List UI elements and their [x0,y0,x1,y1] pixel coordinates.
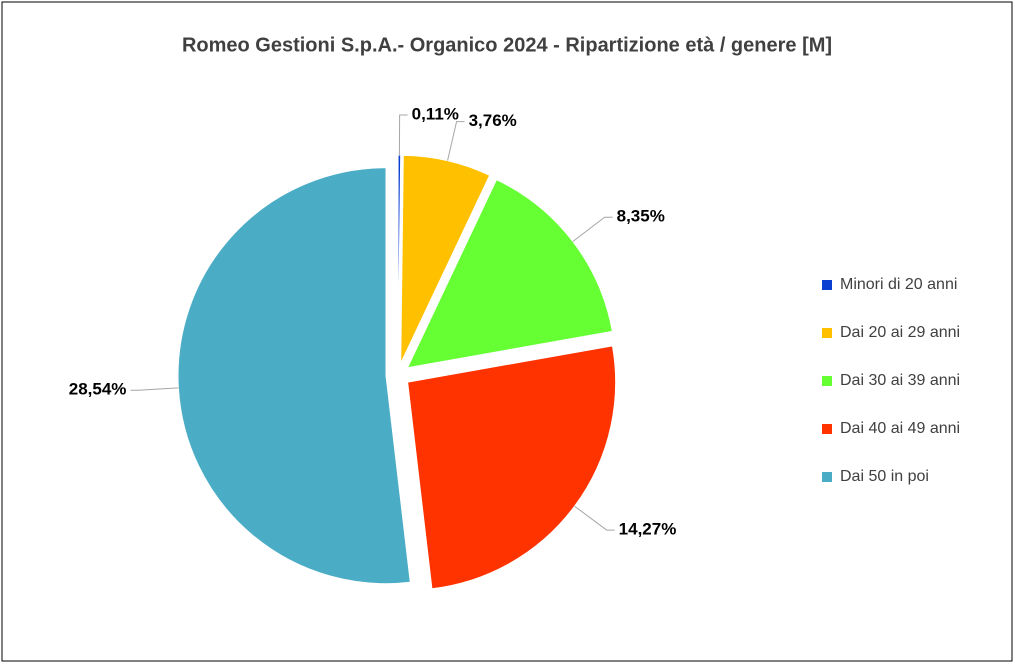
chart-title: Romeo Gestioni S.p.A.- Organico 2024 - R… [182,34,832,56]
pie-slice [406,179,613,369]
data-label: 3,76% [469,111,517,130]
legend-label: Dai 50 in poi [840,468,929,485]
legend-label: Dai 30 ai 39 anni [840,372,960,389]
legend-swatch [822,472,832,482]
legend-label: Dai 40 ai 49 anni [840,420,960,437]
legend-label: Dai 20 ai 29 anni [840,324,960,341]
leader-line [447,121,465,161]
pie-slice [400,154,491,364]
pie-slice [407,345,617,590]
leader-line [130,387,179,391]
data-label: 14,27% [619,520,677,539]
pie-slice [397,154,402,364]
data-label: 8,35% [617,207,665,226]
leader-line [398,114,408,156]
legend-swatch [822,376,832,386]
legend-label: Minori di 20 anni [840,276,957,293]
legend-swatch [822,328,832,338]
pie-slice [177,167,411,585]
leader-line [574,505,615,531]
legend-swatch [822,424,832,434]
legend-swatch [822,280,832,290]
leader-line [572,216,613,242]
data-label: 28,54% [69,380,127,399]
data-label: 0,11% [412,104,459,123]
